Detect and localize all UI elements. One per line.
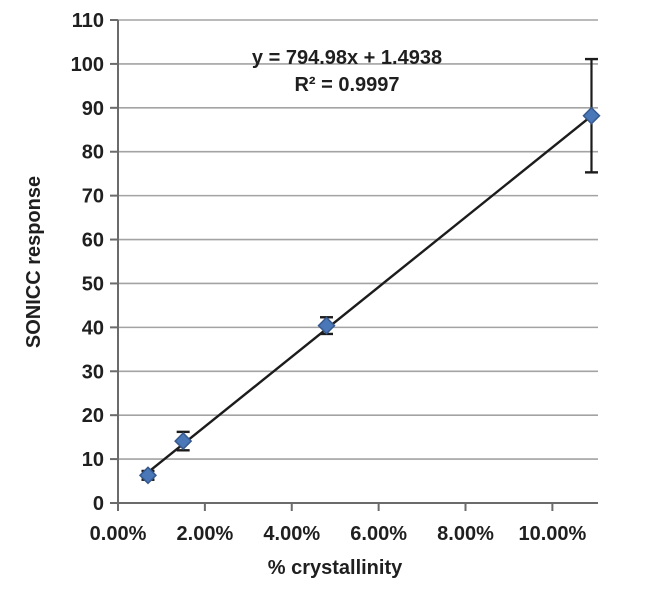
y-tick-label: 80 — [82, 142, 104, 164]
x-tick-label: 0.00% — [90, 523, 147, 545]
x-tick-label: 6.00% — [350, 523, 407, 545]
data-point-marker — [582, 106, 601, 125]
error-bars — [141, 57, 598, 481]
trendline — [147, 115, 593, 474]
y-tick-label: 110 — [72, 10, 104, 32]
y-tick-label: 10 — [82, 449, 104, 471]
y-tick-label: 30 — [82, 361, 104, 383]
data-point-marker — [174, 432, 193, 451]
y-tick-labels: 0 10 20 30 40 50 60 70 80 90 100 110 — [71, 10, 118, 515]
x-tick-labels: 0.00% 2.00% 4.00% 6.00% 8.00% 10.00% — [90, 503, 587, 545]
x-tick-label: 4.00% — [263, 523, 320, 545]
r-squared-value: R² = 0.9997 — [294, 74, 399, 96]
y-tick-label: 50 — [82, 273, 104, 295]
data-point-marker — [317, 316, 336, 335]
data-point-marker — [138, 466, 158, 485]
x-axis-title: % crystallinity — [268, 557, 403, 579]
data-points — [138, 106, 601, 485]
y-axis-title: SONICC response — [23, 176, 45, 348]
trendline-equation: y = 794.98x + 1.4938 — [252, 47, 442, 69]
y-tick-label: 100 — [71, 54, 104, 76]
x-tick-label: 10.00% — [518, 523, 586, 545]
x-tick-label: 8.00% — [437, 523, 494, 545]
y-tick-label: 90 — [82, 98, 104, 120]
y-tick-label: 20 — [82, 405, 104, 427]
x-tick-label: 2.00% — [177, 523, 234, 545]
y-tick-label: 60 — [82, 230, 104, 252]
y-tick-label: 70 — [82, 186, 104, 208]
y-tick-label: 0 — [93, 493, 104, 515]
y-tick-label: 40 — [82, 317, 104, 339]
gridlines — [118, 19, 598, 460]
